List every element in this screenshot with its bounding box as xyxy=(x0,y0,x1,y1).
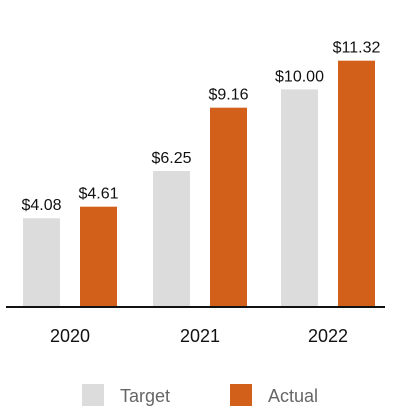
value-label-actual-2020: $4.61 xyxy=(78,186,118,203)
value-label-target-2021: $6.25 xyxy=(151,150,191,167)
legend: Target Actual xyxy=(82,384,318,406)
legend-label-actual: Actual xyxy=(268,386,318,406)
value-labels-layer: $4.08 $4.61 $6.25 $9.16 $10.00 $11.32 xyxy=(21,40,380,215)
value-label-target-2020: $4.08 xyxy=(21,197,61,214)
value-label-actual-2022: $11.32 xyxy=(333,40,381,57)
category-label-2021: 2021 xyxy=(180,326,220,346)
category-label-2020: 2020 xyxy=(50,326,90,346)
value-label-target-2022: $10.00 xyxy=(275,68,324,85)
bar-target-2022 xyxy=(281,89,318,308)
legend-swatch-actual xyxy=(230,384,252,406)
bar-actual-2021 xyxy=(210,107,247,307)
legend-swatch-target xyxy=(82,384,104,406)
value-label-actual-2021: $9.16 xyxy=(208,87,248,104)
bar-target-2021 xyxy=(153,171,190,307)
bars-layer xyxy=(23,60,375,308)
bar-actual-2020 xyxy=(80,206,117,307)
bar-actual-2022 xyxy=(338,60,375,307)
legend-label-target: Target xyxy=(120,386,170,406)
bar-target-2020 xyxy=(23,218,60,307)
category-labels-layer: 2020 2021 2022 xyxy=(50,326,348,346)
category-label-2022: 2022 xyxy=(308,326,348,346)
